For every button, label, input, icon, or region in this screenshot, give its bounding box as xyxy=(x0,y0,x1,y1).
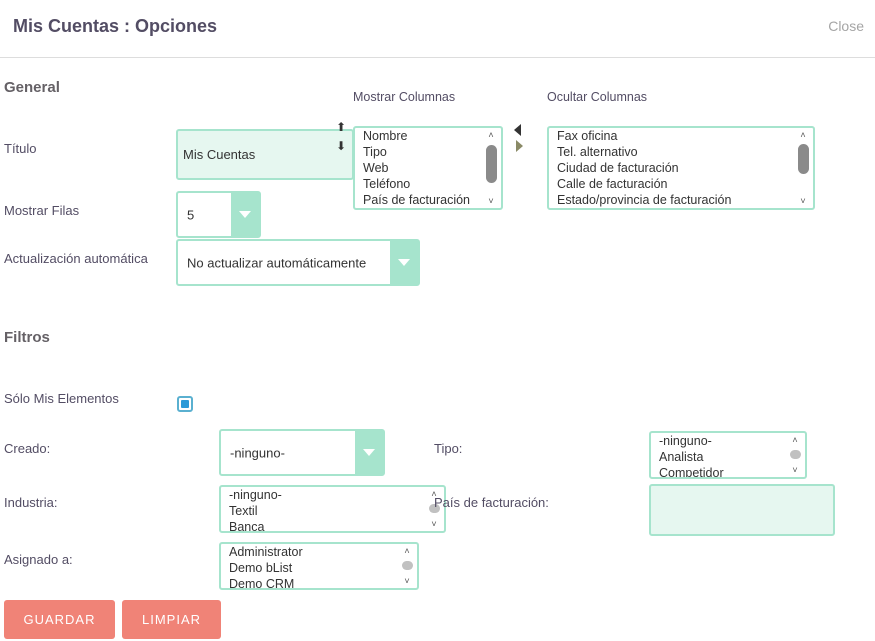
chevron-down-icon xyxy=(355,431,383,474)
list-item[interactable]: Demo bList xyxy=(229,561,293,575)
down-arrow-icon[interactable]: ˅ xyxy=(800,196,806,206)
my-items-label: Sólo Mis Elementos xyxy=(4,391,119,406)
created-label: Creado: xyxy=(4,441,51,456)
up-arrow-icon[interactable]: ˄ xyxy=(800,130,806,140)
down-arrow-icon[interactable]: ˅ xyxy=(488,196,494,206)
rows-label: Mostrar Filas xyxy=(4,203,80,218)
list-item[interactable]: Fax oficina xyxy=(557,129,618,143)
billing-country-label: País de facturación: xyxy=(434,495,549,510)
modal-header: Mis Cuentas : Opciones Close xyxy=(0,0,875,58)
assigned-label: Asignado a: xyxy=(4,552,73,567)
list-item[interactable]: Textil xyxy=(229,504,258,518)
list-item[interactable]: Web xyxy=(363,161,389,175)
down-arrow-icon[interactable]: ˅ xyxy=(431,519,437,529)
scrollbar[interactable]: ˄ ˅ xyxy=(399,544,415,588)
scrollbar[interactable]: ˄ ˅ xyxy=(795,128,811,208)
scrollbar[interactable]: ˄ ˅ xyxy=(426,487,442,531)
list-item[interactable]: Calle de facturación xyxy=(557,177,668,191)
scrollbar-thumb[interactable] xyxy=(429,504,440,513)
list-item[interactable]: Demo CRM xyxy=(229,577,295,590)
list-item[interactable]: País de facturación xyxy=(363,193,471,207)
list-item[interactable]: Ciudad de facturación xyxy=(557,161,679,175)
section-filters: Filtros xyxy=(4,329,50,346)
auto-refresh-select[interactable]: No actualizar automáticamente xyxy=(176,239,420,286)
title-input-value: Mis Cuentas xyxy=(183,147,256,162)
up-arrow-icon[interactable]: ˄ xyxy=(431,489,437,499)
scrollbar-thumb[interactable] xyxy=(486,145,497,183)
up-arrow-icon[interactable]: ˄ xyxy=(792,435,798,445)
billing-country-input[interactable] xyxy=(649,484,835,536)
industry-list[interactable]: -ninguno- Textil Banca ˄ ˅ xyxy=(219,485,446,533)
move-right-icon[interactable] xyxy=(516,140,523,152)
clear-button[interactable]: LIMPIAR xyxy=(122,600,221,639)
list-item[interactable]: -ninguno- xyxy=(659,434,712,448)
up-arrow-icon[interactable]: ˄ xyxy=(404,546,410,556)
down-arrow-icon[interactable]: ˅ xyxy=(404,576,410,586)
scrollbar-thumb[interactable] xyxy=(402,561,413,570)
move-up-icon[interactable]: ⬆ xyxy=(336,120,347,134)
list-item[interactable]: Tel. alternativo xyxy=(557,145,638,159)
section-general: General xyxy=(4,79,60,96)
created-select-value: -ninguno- xyxy=(230,445,285,460)
show-columns-heading: Mostrar Columnas xyxy=(353,90,456,104)
list-item[interactable]: -ninguno- xyxy=(229,488,282,502)
list-item[interactable]: Estado/provincia de facturación xyxy=(557,193,732,207)
list-item[interactable]: Teléfono xyxy=(363,177,411,191)
move-down-icon[interactable]: ⬇ xyxy=(336,139,347,153)
up-arrow-icon[interactable]: ˄ xyxy=(488,130,494,140)
rows-select-value: 5 xyxy=(187,207,195,222)
down-arrow-icon[interactable]: ˅ xyxy=(792,465,798,475)
auto-refresh-label: Actualización automática xyxy=(4,251,148,266)
move-left-icon[interactable] xyxy=(514,124,521,136)
title-input[interactable]: Mis Cuentas xyxy=(176,129,354,180)
list-item[interactable]: Tipo xyxy=(363,145,387,159)
scrollbar-thumb[interactable] xyxy=(798,144,809,174)
type-label: Tipo: xyxy=(434,441,463,456)
my-items-checkbox[interactable] xyxy=(177,396,193,412)
auto-refresh-value: No actualizar automáticamente xyxy=(187,255,367,270)
list-item[interactable]: Competidor xyxy=(659,466,724,479)
industry-label: Industria: xyxy=(4,495,58,510)
close-button[interactable]: Close xyxy=(828,18,864,34)
hide-columns-list[interactable]: Fax oficina Tel. alternativo Ciudad de f… xyxy=(547,126,815,210)
save-button[interactable]: GUARDAR xyxy=(4,600,115,639)
type-list[interactable]: -ninguno- Analista Competidor ˄ ˅ xyxy=(649,431,807,479)
rows-select[interactable]: 5 xyxy=(176,191,261,238)
modal-title: Mis Cuentas : Opciones xyxy=(13,16,218,36)
show-columns-list[interactable]: Nombre Tipo Web Teléfono País de factura… xyxy=(353,126,503,210)
created-select[interactable]: -ninguno- xyxy=(219,429,385,476)
scrollbar[interactable]: ˄ ˅ xyxy=(483,128,499,208)
chevron-down-icon xyxy=(390,241,418,284)
scrollbar[interactable]: ˄ ˅ xyxy=(787,433,803,477)
list-item[interactable]: Nombre xyxy=(363,129,408,143)
scrollbar-thumb[interactable] xyxy=(790,450,801,459)
title-label: Título xyxy=(4,141,37,156)
list-item[interactable]: Administrator xyxy=(229,545,303,559)
list-item[interactable]: Analista xyxy=(659,450,704,464)
assigned-list[interactable]: Administrator Demo bList Demo CRM ˄ ˅ xyxy=(219,542,419,590)
chevron-down-icon xyxy=(231,193,259,236)
list-item[interactable]: Banca xyxy=(229,520,265,533)
hide-columns-heading: Ocultar Columnas xyxy=(547,90,648,104)
